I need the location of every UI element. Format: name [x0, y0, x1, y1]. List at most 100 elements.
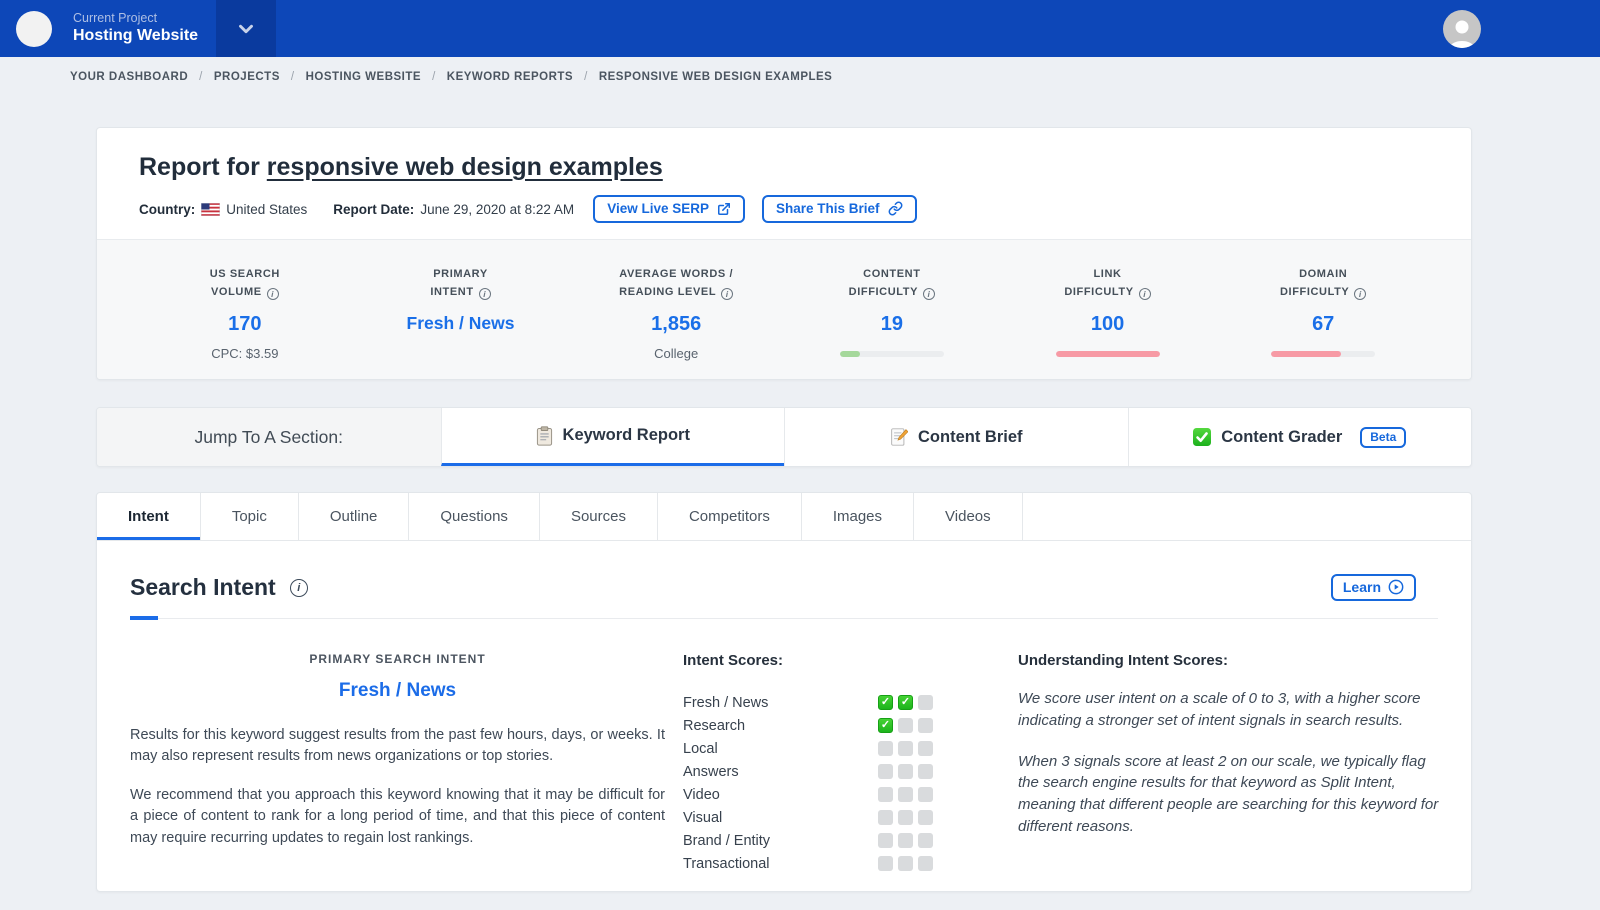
- stat-value: Fresh / News: [406, 313, 515, 334]
- intent-score-row: Visual: [683, 806, 933, 829]
- breadcrumb-item[interactable]: PROJECTS: [213, 70, 280, 83]
- stat-average-words: AVERAGE WORDS / READING LEVEL i 1,856 Coll…: [568, 266, 784, 379]
- beta-badge: Beta: [1360, 426, 1407, 448]
- section-label: Content Grader: [1221, 427, 1343, 446]
- stat-sub: College: [654, 346, 699, 362]
- tab-intent[interactable]: Intent: [97, 493, 201, 540]
- section-divider: [130, 616, 1438, 620]
- page-title: Report for responsive web design example…: [139, 153, 1429, 182]
- empty-box-icon: [878, 856, 893, 871]
- report-keyword: responsive web design examples: [266, 153, 663, 181]
- intent-score-label: Answers: [683, 763, 739, 780]
- intent-description-paragraph: Results for this keyword suggest results…: [130, 727, 665, 765]
- info-icon[interactable]: i: [721, 288, 734, 301]
- checked-box-icon: ✓: [878, 695, 893, 710]
- tab-questions[interactable]: Questions: [409, 493, 540, 540]
- primary-intent-column: PRIMARY SEARCH INTENT Fresh / News Resul…: [130, 652, 665, 875]
- intent-score-row: Local: [683, 737, 933, 760]
- report-detail-card: Intent Topic Outline Questions Sources Compet…: [96, 492, 1472, 892]
- current-project-label: Current Project: [73, 10, 158, 25]
- tab-videos[interactable]: Videos: [914, 493, 1023, 540]
- section-navigation-bar: Jump To A Section: Keyword Report Conten…: [96, 407, 1472, 467]
- empty-box-icon: [898, 741, 913, 756]
- tab-sources[interactable]: Sources: [540, 493, 658, 540]
- section-keyword-report[interactable]: Keyword Report: [440, 408, 784, 466]
- intent-scores-column: Intent Scores: Fresh / News ✓ ✓ Research ✓ Lo…: [683, 652, 933, 875]
- stat-value: 19: [880, 313, 903, 336]
- intent-description-paragraph: We recommend that you approach this keyw…: [130, 786, 665, 846]
- stat-value: 100: [1090, 313, 1125, 336]
- intent-score-boxes: ✓: [878, 718, 933, 733]
- domain-difficulty-bar: [1271, 351, 1376, 358]
- info-icon[interactable]: i: [266, 288, 279, 301]
- tab-images[interactable]: Images: [802, 493, 915, 540]
- breadcrumb-separator: /: [199, 70, 203, 83]
- primary-search-intent-label: PRIMARY SEARCH INTENT: [309, 652, 486, 666]
- link-difficulty-bar: [1055, 351, 1160, 358]
- jump-to-section-label: Jump To A Section:: [97, 408, 441, 466]
- report-date-label: Report Date:: [333, 201, 415, 217]
- play-circle-icon: [1388, 579, 1404, 595]
- breadcrumb-item: RESPONSIVE WEB DESIGN EXAMPLES: [598, 70, 833, 83]
- empty-box-icon: [918, 741, 933, 756]
- intent-score-row: Answers: [683, 760, 933, 783]
- tab-outline[interactable]: Outline: [299, 493, 410, 540]
- primary-search-intent-value: Fresh / News: [338, 680, 457, 701]
- checked-box-icon: ✓: [878, 718, 893, 733]
- intent-score-label: Brand / Entity: [683, 832, 771, 849]
- empty-box-icon: [898, 833, 913, 848]
- intent-score-row: Research ✓: [683, 714, 933, 737]
- stat-sub: CPC: $3.59: [211, 346, 279, 362]
- intent-score-boxes: ✓ ✓: [878, 695, 933, 710]
- empty-box-icon: [918, 695, 933, 710]
- understanding-title: Understanding Intent Scores:: [1018, 652, 1229, 669]
- breadcrumb: YOUR DASHBOARD / PROJECTS / HOSTING WEBSITE /…: [0, 57, 1600, 96]
- info-icon[interactable]: i: [1354, 288, 1367, 301]
- learn-button[interactable]: Learn: [1330, 574, 1416, 601]
- section-content-brief[interactable]: Content Brief: [784, 408, 1128, 466]
- stat-primary-intent: PRIMARY INTENT i Fresh / News: [353, 266, 569, 379]
- checked-box-icon: ✓: [898, 695, 913, 710]
- info-icon[interactable]: i: [1138, 288, 1151, 301]
- intent-score-row: Brand / Entity: [683, 829, 933, 852]
- intent-score-label: Local: [683, 740, 718, 757]
- green-check-icon: [1193, 428, 1212, 446]
- keyword-stats-band: US SEARCH VOLUME i 170 CPC: $3.59 PRIMARY I…: [97, 239, 1471, 379]
- project-dropdown-button[interactable]: [216, 0, 277, 57]
- intent-score-boxes: [878, 810, 933, 825]
- memo-pencil-icon: [890, 427, 908, 447]
- link-icon: [888, 201, 903, 216]
- info-icon[interactable]: i: [923, 288, 936, 301]
- external-link-icon: [717, 202, 731, 216]
- empty-box-icon: [898, 856, 913, 871]
- info-icon[interactable]: i: [289, 578, 308, 597]
- intent-score-label: Video: [683, 786, 720, 803]
- info-icon[interactable]: i: [478, 288, 491, 301]
- empty-box-icon: [918, 856, 933, 871]
- share-brief-button[interactable]: Share This Brief: [762, 195, 917, 223]
- breadcrumb-separator: /: [290, 70, 295, 83]
- search-intent-heading: Search Intent: [130, 574, 276, 600]
- country-value: United States: [226, 201, 308, 217]
- breadcrumb-item[interactable]: HOSTING WEBSITE: [305, 70, 422, 83]
- intent-score-boxes: [878, 856, 933, 871]
- empty-box-icon: [878, 741, 893, 756]
- section-content-grader[interactable]: Content Grader Beta: [1127, 408, 1471, 466]
- tab-topic[interactable]: Topic: [201, 493, 299, 540]
- learn-label: Learn: [1342, 579, 1381, 595]
- tab-competitors[interactable]: Competitors: [658, 493, 802, 540]
- top-navigation-bar: Current Project Hosting Website: [0, 0, 1600, 57]
- current-project-name: Hosting Website: [73, 27, 199, 45]
- empty-box-icon: [918, 787, 933, 802]
- empty-box-icon: [898, 764, 913, 779]
- clipboard-icon: [536, 425, 553, 446]
- user-avatar[interactable]: [1443, 9, 1481, 48]
- empty-box-icon: [878, 764, 893, 779]
- stat-value: 170: [228, 313, 262, 336]
- breadcrumb-item[interactable]: KEYWORD REPORTS: [446, 70, 574, 83]
- view-live-serp-button[interactable]: View Live SERP: [593, 195, 745, 223]
- share-brief-label: Share This Brief: [776, 201, 880, 216]
- intent-scores-title: Intent Scores:: [683, 652, 784, 669]
- app-logo: [16, 10, 52, 47]
- breadcrumb-item[interactable]: YOUR DASHBOARD: [70, 70, 189, 83]
